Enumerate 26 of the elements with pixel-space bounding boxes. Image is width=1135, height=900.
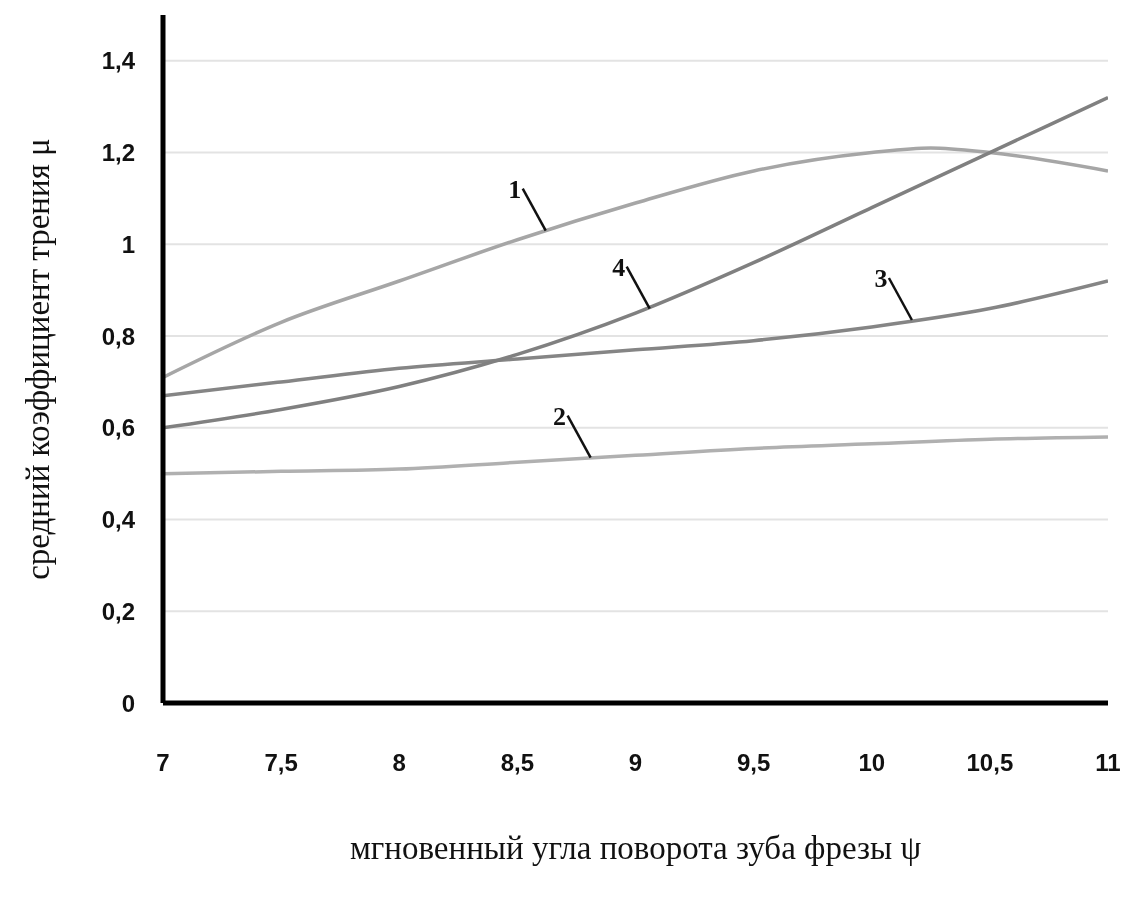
x-axis-title: мгновенный угла поворота зуба фрезы ψ (348, 830, 923, 867)
x-tick-label: 7,5 (264, 749, 298, 777)
x-tick-label: 9,5 (736, 749, 771, 777)
annotation: 4 (612, 252, 626, 282)
annotation: 1 (508, 174, 522, 204)
y-tick-label: 0 (121, 689, 135, 717)
line-series (163, 435, 1108, 476)
y-tick-label: 0,2 (101, 597, 135, 625)
y-tick-label: 0,4 (101, 506, 136, 534)
annotation: 3 (874, 264, 888, 294)
x-tick-label: 8 (392, 749, 406, 777)
y-tick-label: 1,4 (101, 47, 136, 75)
y-tick-label: 0,6 (101, 414, 135, 442)
y-tick-label: 1,2 (101, 139, 135, 167)
x-tick-label: 10 (858, 749, 886, 777)
x-tick-label: 10,5 (966, 749, 1014, 777)
x-tick-label: 8,5 (500, 749, 535, 777)
y-axis-title: средний коэффициент трения μ (19, 138, 57, 580)
x-tick-label: 7 (156, 749, 170, 777)
x-tick-label: 9 (628, 749, 643, 777)
x-tick-label: 11 (1095, 749, 1121, 777)
line-series (163, 146, 1108, 380)
y-tick-label: 1 (121, 230, 135, 258)
annotation: 2 (553, 401, 567, 431)
line-series (163, 95, 1108, 430)
y-tick-label: 0,8 (101, 322, 135, 350)
